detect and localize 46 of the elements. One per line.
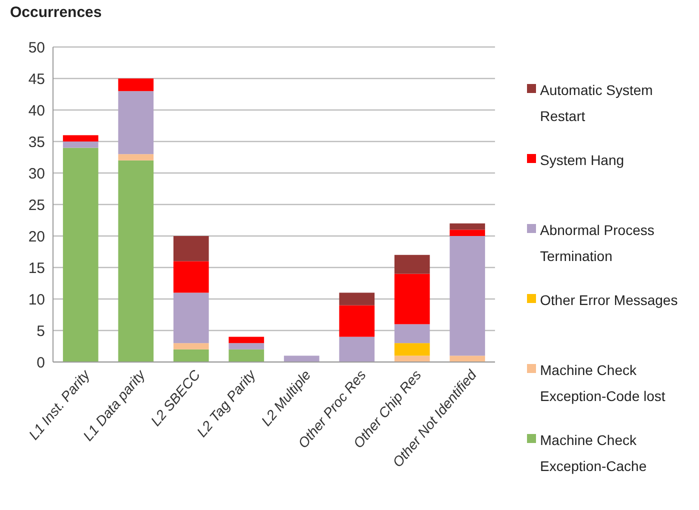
bar bbox=[394, 274, 430, 324]
legend-label: Automatic System Restart bbox=[540, 82, 653, 124]
y-tick-label: 25 bbox=[28, 196, 45, 214]
bar bbox=[228, 336, 264, 344]
y-tick-label: 50 bbox=[28, 39, 45, 56]
legend-label: Machine Check Exception-Code lost bbox=[540, 362, 666, 404]
bar bbox=[118, 91, 154, 154]
y-tick-label: 10 bbox=[28, 291, 45, 308]
bar bbox=[173, 343, 209, 350]
legend-label: Other Error Messages bbox=[540, 292, 678, 308]
y-tick-label: 45 bbox=[28, 70, 45, 88]
bar bbox=[228, 349, 264, 362]
bar bbox=[394, 343, 430, 356]
legend-label: System Hang bbox=[540, 152, 624, 168]
y-tick-label: 20 bbox=[28, 228, 45, 246]
bar bbox=[173, 236, 209, 262]
bar bbox=[450, 223, 486, 230]
bar bbox=[339, 336, 375, 362]
y-tick-label: 40 bbox=[28, 102, 45, 120]
bar bbox=[173, 349, 209, 362]
bar bbox=[394, 254, 430, 274]
legend-label: Machine Check Exception-Cache bbox=[540, 432, 647, 474]
bar bbox=[450, 356, 486, 362]
bar bbox=[118, 160, 154, 362]
bar bbox=[339, 292, 375, 306]
y-axis-title: Occurrences bbox=[10, 4, 102, 21]
y-tick-label: 15 bbox=[28, 260, 45, 277]
legend-label: Abnormal Process Termination bbox=[540, 222, 654, 264]
y-tick-label: 0 bbox=[36, 354, 45, 372]
y-tick-label: 5 bbox=[36, 322, 45, 340]
bar bbox=[118, 154, 154, 160]
bar bbox=[118, 78, 154, 92]
bar bbox=[450, 230, 486, 236]
y-tick-label: 35 bbox=[28, 134, 45, 151]
bar bbox=[62, 142, 98, 148]
bar bbox=[62, 148, 98, 362]
bar bbox=[228, 343, 264, 350]
bar bbox=[394, 324, 430, 344]
y-tick-label: 30 bbox=[28, 165, 45, 182]
bar bbox=[284, 356, 320, 362]
bar bbox=[173, 261, 209, 293]
bar bbox=[394, 356, 430, 362]
bar bbox=[450, 236, 486, 356]
bar bbox=[62, 135, 98, 142]
bar bbox=[173, 292, 209, 344]
bar bbox=[339, 305, 375, 337]
